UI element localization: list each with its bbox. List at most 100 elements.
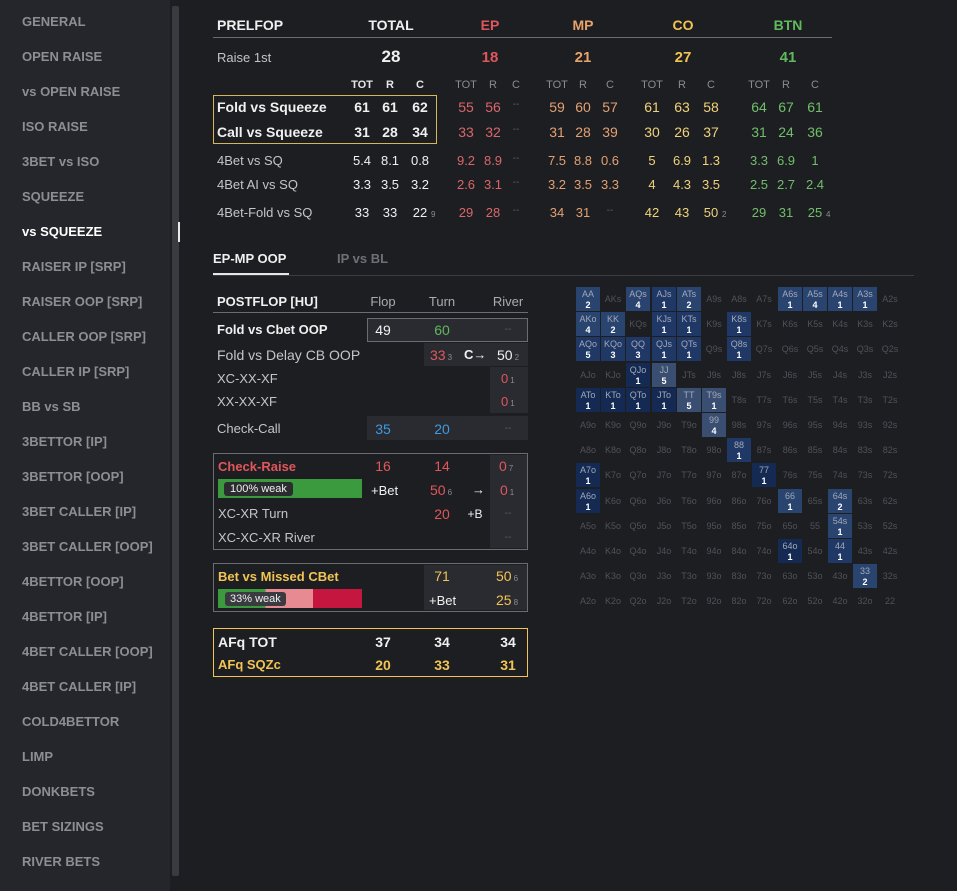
hand-cell-j7o[interactable]: J7o — [652, 463, 676, 487]
hand-cell-33[interactable]: 33 2 — [853, 564, 877, 588]
hand-cell-j4o[interactable]: J4o — [652, 539, 676, 563]
hand-cell-75o[interactable]: 75o — [752, 514, 776, 538]
hand-cell-a9s[interactable]: A9s — [702, 287, 726, 311]
hand-cell-99[interactable]: 99 4 — [702, 413, 726, 437]
hand-cell-t7o[interactable]: T7o — [677, 463, 701, 487]
hand-cell-93o[interactable]: 93o — [702, 564, 726, 588]
hand-cell-q2o[interactable]: Q2o — [626, 589, 650, 613]
hand-cell-aqo[interactable]: AQo 5 — [576, 337, 600, 361]
sidebar-item-open-raise[interactable]: OPEN RAISE — [22, 49, 103, 64]
hand-cell-54o[interactable]: 54o — [803, 539, 827, 563]
hand-cell-j2s[interactable]: J2s — [878, 363, 902, 387]
hand-cell-j8o[interactable]: J8o — [652, 438, 676, 462]
hand-cell-j6o[interactable]: J6o — [652, 489, 676, 513]
hand-cell-k2s[interactable]: K2s — [878, 312, 902, 336]
hand-cell-a4s[interactable]: A4s 1 — [828, 287, 852, 311]
hand-cell-j7s[interactable]: J7s — [752, 363, 776, 387]
hand-cell-97s[interactable]: 97s — [752, 413, 776, 437]
hand-cell-aks[interactable]: AKs — [601, 287, 625, 311]
hand-cell-ats[interactable]: ATs 2 — [677, 287, 701, 311]
sidebar-item-squeeze[interactable]: SQUEEZE — [22, 189, 85, 204]
hand-cell-52o[interactable]: 52o — [803, 589, 827, 613]
hand-cell-kk[interactable]: KK 2 — [601, 312, 625, 336]
hand-cell-jj[interactable]: JJ 5 — [652, 363, 676, 387]
hand-cell-kjo[interactable]: KJo — [601, 363, 625, 387]
hand-cell-42s[interactable]: 42s — [878, 539, 902, 563]
hand-cell-k3s[interactable]: K3s — [853, 312, 877, 336]
hand-cell-54s[interactable]: 54s 1 — [828, 514, 852, 538]
hand-cell-a2o[interactable]: A2o — [576, 589, 600, 613]
hand-cell-j3o[interactable]: J3o — [652, 564, 676, 588]
hand-cell-63o[interactable]: 63o — [778, 564, 802, 588]
sidebar-item-cold4bettor[interactable]: COLD4BETTOR — [22, 714, 120, 729]
sidebar-item-river-bets[interactable]: RIVER BETS — [22, 854, 101, 869]
hand-cell-j5o[interactable]: J5o — [652, 514, 676, 538]
hand-cell-72o[interactable]: 72o — [752, 589, 776, 613]
hand-cell-92o[interactable]: 92o — [702, 589, 726, 613]
sidebar-item-4bettor-ip[interactable]: 4BETTOR [IP] — [22, 609, 107, 624]
hand-cell-q3s[interactable]: Q3s — [853, 337, 877, 361]
sidebar-item-limp[interactable]: LIMP — [22, 749, 54, 764]
hand-cell-kqs[interactable]: KQs — [626, 312, 650, 336]
hand-cell-k4o[interactable]: K4o — [601, 539, 625, 563]
hand-cell-qjo[interactable]: QJo 1 — [626, 363, 650, 387]
sidebar-item-3bet-caller-ip[interactable]: 3BET CALLER [IP] — [22, 504, 137, 519]
hand-cell-k9o[interactable]: K9o — [601, 413, 625, 437]
hand-cell-a9o[interactable]: A9o — [576, 413, 600, 437]
hand-cell-k5s[interactable]: K5s — [803, 312, 827, 336]
hand-cell-66[interactable]: 66 1 — [778, 489, 802, 513]
hand-cell-ato[interactable]: ATo 1 — [576, 388, 600, 412]
hand-cell-a2s[interactable]: A2s — [878, 287, 902, 311]
hand-cell-qts[interactable]: QTs 1 — [677, 337, 701, 361]
hand-cell-j4s[interactable]: J4s — [828, 363, 852, 387]
sidebar-item-vs-squeeze[interactable]: vs SQUEEZE — [22, 224, 103, 239]
sidebar-item-donkbets[interactable]: DONKBETS — [22, 784, 95, 799]
sidebar-item-bb-vs-sb[interactable]: BB vs SB — [22, 399, 81, 414]
hand-cell-32o[interactable]: 32o — [853, 589, 877, 613]
sidebar-item-iso-raise[interactable]: ISO RAISE — [22, 119, 88, 134]
hand-cell-72s[interactable]: 72s — [878, 463, 902, 487]
hand-cell-a3o[interactable]: A3o — [576, 564, 600, 588]
hand-cell-t8o[interactable]: T8o — [677, 438, 701, 462]
hand-cell-65s[interactable]: 65s — [803, 489, 827, 513]
hand-cell-84s[interactable]: 84s — [828, 438, 852, 462]
hand-cell-tt[interactable]: TT 5 — [677, 388, 701, 412]
hand-cell-96s[interactable]: 96s — [778, 413, 802, 437]
sidebar-item-raiser-ip-srp[interactable]: RAISER IP [SRP] — [22, 259, 126, 274]
hand-cell-k6s[interactable]: K6s — [778, 312, 802, 336]
hand-cell-a5o[interactable]: A5o — [576, 514, 600, 538]
hand-cell-qq[interactable]: QQ 3 — [626, 337, 650, 361]
hand-cell-q8s[interactable]: Q8s 1 — [727, 337, 751, 361]
hand-cell-jto[interactable]: JTo 1 — [652, 388, 676, 412]
hand-cell-q6o[interactable]: Q6o — [626, 489, 650, 513]
hand-cell-q8o[interactable]: Q8o — [626, 438, 650, 462]
sidebar-scrollbar[interactable] — [172, 6, 179, 876]
hand-cell-k3o[interactable]: K3o — [601, 564, 625, 588]
hand-cell-a7s[interactable]: A7s — [752, 287, 776, 311]
hand-cell-q9o[interactable]: Q9o — [626, 413, 650, 437]
hand-cell-ajs[interactable]: AJs 1 — [652, 287, 676, 311]
hand-cell-k4s[interactable]: K4s — [828, 312, 852, 336]
hand-cell-62s[interactable]: 62s — [878, 489, 902, 513]
hand-cell-85o[interactable]: 85o — [727, 514, 751, 538]
hand-cell-64s[interactable]: 64s 2 — [828, 489, 852, 513]
hand-cell-q3o[interactable]: Q3o — [626, 564, 650, 588]
hand-cell-96o[interactable]: 96o — [702, 489, 726, 513]
hand-cell-k5o[interactable]: K5o — [601, 514, 625, 538]
hand-cell-77[interactable]: 77 1 — [752, 463, 776, 487]
hand-cell-k7o[interactable]: K7o — [601, 463, 625, 487]
hand-cell-42o[interactable]: 42o — [828, 589, 852, 613]
hand-cell-83s[interactable]: 83s — [853, 438, 877, 462]
sidebar-item-bet-sizings[interactable]: BET SIZINGS — [22, 819, 104, 834]
hand-cell-k7s[interactable]: K7s — [752, 312, 776, 336]
tab-ep-mp-oop[interactable]: EP-MP OOP — [213, 251, 287, 266]
hand-cell-32s[interactable]: 32s — [878, 564, 902, 588]
hand-cell-k2o[interactable]: K2o — [601, 589, 625, 613]
hand-cell-k9s[interactable]: K9s — [702, 312, 726, 336]
hand-cell-82s[interactable]: 82s — [878, 438, 902, 462]
hand-cell-a6o[interactable]: A6o 1 — [576, 489, 600, 513]
hand-cell-q7s[interactable]: Q7s — [752, 337, 776, 361]
hand-cell-95s[interactable]: 95s — [803, 413, 827, 437]
hand-cell-a8s[interactable]: A8s — [727, 287, 751, 311]
hand-cell-ako[interactable]: AKo 4 — [576, 312, 600, 336]
